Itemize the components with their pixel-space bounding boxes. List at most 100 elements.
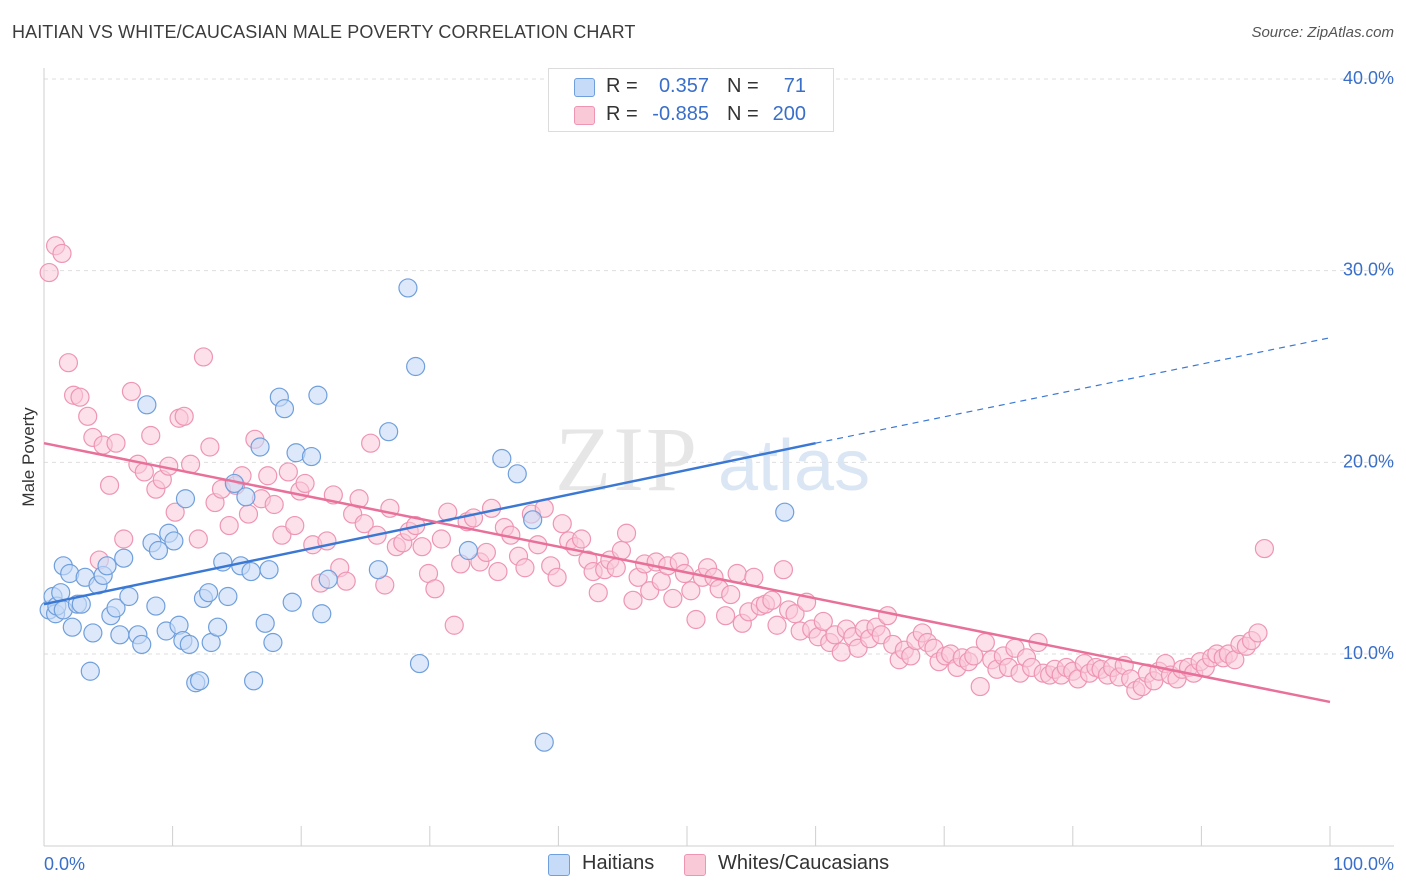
point-whites (686, 609, 706, 630)
bottom-legend-label-whites: Whites/Caucasians (718, 852, 890, 874)
point-haitians (119, 586, 139, 607)
point-haitians (97, 556, 117, 576)
point-haitians (106, 598, 126, 618)
point-haitians (190, 671, 210, 691)
point-haitians (62, 617, 82, 637)
point-whites (727, 563, 747, 584)
chart-title: HAITIAN VS WHITE/CAUCASIAN MALE POVERTY … (12, 22, 636, 42)
point-whites (431, 529, 451, 549)
point-whites (831, 642, 851, 662)
point-haitians (250, 437, 270, 457)
point-whites (264, 494, 284, 515)
bottom-legend-swatch-whites (684, 854, 706, 876)
point-haitians (148, 540, 169, 561)
point-whites (52, 243, 72, 264)
watermark: ZIP atlas (555, 408, 870, 510)
y-axis-label: Male Poverty (19, 407, 38, 507)
point-whites (488, 561, 508, 582)
point-haitians (114, 548, 134, 568)
point-whites (878, 606, 898, 626)
point-haitians (208, 617, 228, 637)
point-whites (295, 473, 315, 494)
point-haitians (274, 399, 295, 419)
point-haitians (80, 661, 100, 681)
legend-n-label: N = (727, 75, 759, 97)
correlation-legend: R = 0.357 N = 71 R = -0.885 N = 200 (548, 68, 834, 132)
point-whites (515, 558, 535, 578)
point-whites (361, 433, 381, 453)
point-whites (767, 615, 787, 635)
point-whites (141, 425, 161, 446)
point-haitians (146, 596, 166, 616)
point-whites (336, 571, 356, 591)
point-haitians (368, 560, 388, 580)
point-haitians (241, 561, 261, 582)
legend-r-label: R = (606, 103, 638, 125)
point-haitians (255, 613, 275, 633)
point-whites (1248, 623, 1268, 643)
point-haitians (318, 569, 338, 589)
y-tick-label: 30.0% (1343, 260, 1394, 280)
point-haitians (218, 586, 238, 607)
watermark-zip: ZIP (555, 408, 699, 510)
x-tick-label-max: 100.0% (1333, 854, 1394, 874)
point-haitians (175, 489, 196, 509)
point-whites (552, 514, 572, 534)
point-haitians (137, 395, 157, 415)
point-haitians (406, 356, 426, 377)
point-whites (813, 611, 833, 632)
point-haitians (199, 583, 219, 603)
point-haitians (110, 625, 130, 645)
legend-swatch-whites (574, 106, 595, 125)
y-tick-label: 20.0% (1343, 451, 1394, 471)
point-whites (975, 632, 995, 653)
point-haitians (379, 422, 399, 442)
point-whites (444, 615, 464, 635)
trend-line-whites (43, 441, 1331, 704)
point-whites (39, 262, 59, 283)
point-whites (616, 523, 637, 543)
point-whites (588, 583, 608, 603)
point-haitians (534, 732, 554, 752)
source-label: Source: ZipAtlas.com (1251, 24, 1394, 41)
watermark-atlas: atlas (718, 426, 870, 506)
point-haitians (132, 634, 152, 655)
x-ticks (43, 826, 1331, 846)
legend-r-value: -0.885 (652, 103, 709, 125)
legend-n-value: 200 (772, 103, 806, 125)
legend-row-haitians: R = 0.357 N = 71 (549, 72, 833, 100)
point-haitians (179, 634, 199, 655)
y-tick-label: 40.0% (1343, 68, 1394, 88)
x-tick-label-min: 0.0% (44, 854, 85, 874)
series-haitians-points (39, 278, 795, 752)
point-haitians (244, 671, 264, 691)
point-haitians (775, 502, 795, 522)
trend-line-haitians-extension (815, 337, 1331, 444)
point-haitians (409, 653, 430, 674)
y-tick-label: 10.0% (1343, 643, 1394, 663)
point-haitians (308, 385, 328, 405)
legend-n-value: 71 (783, 75, 806, 97)
point-whites (174, 406, 194, 426)
point-whites (278, 462, 298, 482)
point-whites (606, 558, 626, 578)
legend-r-label: R = (606, 75, 638, 97)
point-whites (663, 588, 683, 609)
point-haitians (523, 510, 543, 530)
point-whites (70, 387, 90, 407)
legend-r-value: 0.357 (658, 75, 709, 97)
point-whites (258, 466, 278, 486)
point-whites (571, 529, 592, 549)
point-whites (715, 606, 736, 626)
point-whites (99, 475, 120, 495)
trend-lines (43, 337, 1331, 704)
point-whites (425, 579, 445, 599)
point-haitians (301, 446, 322, 467)
point-whites (721, 584, 741, 605)
point-whites (188, 529, 208, 549)
point-whites (238, 504, 259, 524)
point-whites (762, 590, 782, 610)
point-whites (476, 542, 496, 563)
point-whites (285, 515, 305, 536)
